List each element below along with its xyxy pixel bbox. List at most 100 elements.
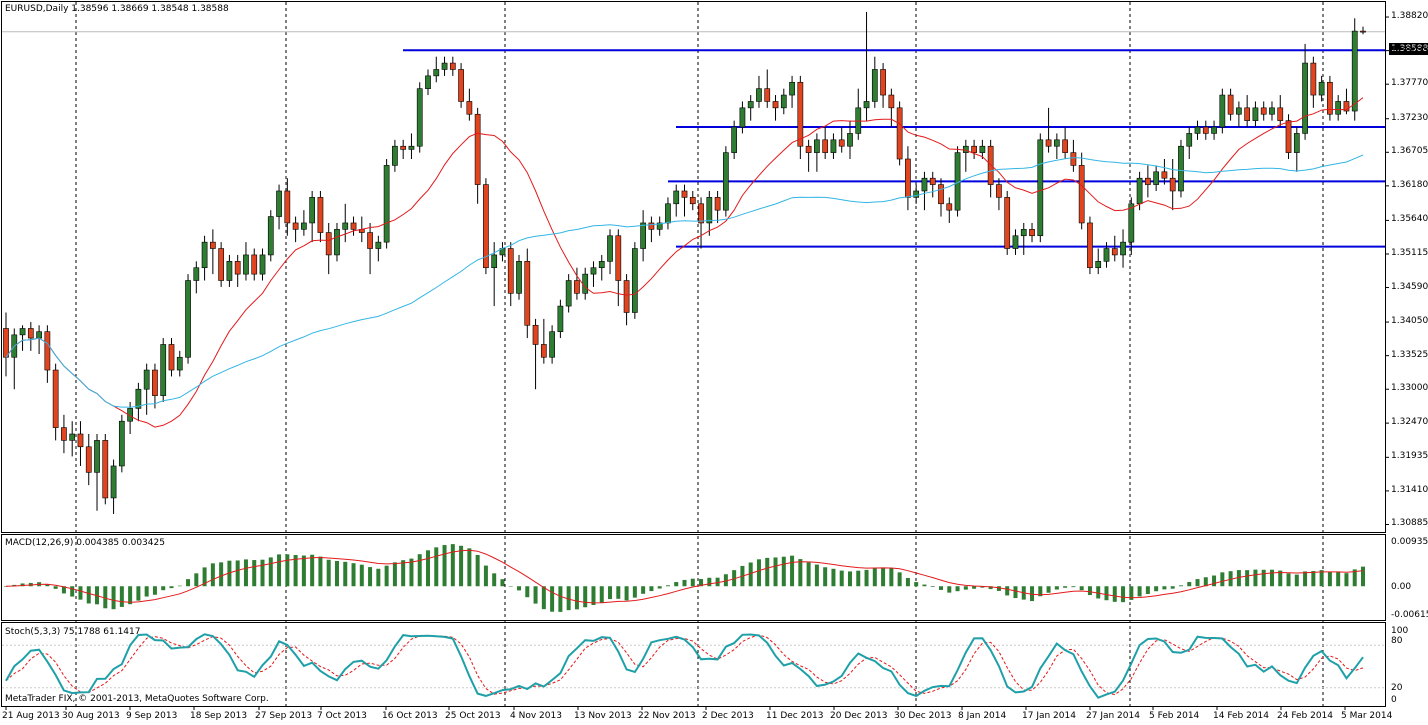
- macd-bar: [268, 557, 273, 587]
- macd-bar: [1245, 570, 1250, 587]
- candle-body: [1351, 30, 1358, 112]
- macd-bar: [541, 586, 546, 610]
- candle-body: [929, 177, 936, 185]
- macd-bar: [1261, 569, 1266, 587]
- macd-bar: [723, 574, 728, 587]
- macd-bar: [1129, 586, 1134, 600]
- candle-body: [615, 235, 622, 281]
- macd-bar: [425, 550, 430, 587]
- price-tick-label: 1.35115: [1391, 247, 1428, 258]
- stoch-main-line: [5, 633, 1364, 699]
- macd-bar: [616, 586, 621, 599]
- macd-bar: [1352, 569, 1357, 587]
- macd-bar: [128, 586, 133, 605]
- candle-body: [284, 190, 291, 224]
- candle-body: [780, 94, 787, 109]
- macd-bar: [1311, 571, 1316, 587]
- candle-body: [565, 280, 572, 307]
- candle-body: [392, 145, 398, 166]
- macd-bar: [492, 573, 497, 587]
- candle-body: [871, 69, 878, 102]
- macd-bar: [318, 556, 323, 587]
- macd-bar: [210, 563, 215, 587]
- macd-bar: [368, 567, 373, 587]
- price-tick-label: 1.35640: [1391, 214, 1428, 225]
- macd-bar: [814, 564, 819, 587]
- date-tick-label: 22 Nov 2013: [638, 711, 696, 721]
- macd-bar: [219, 562, 224, 587]
- macd-bar: [1294, 574, 1299, 587]
- macd-bar: [351, 563, 356, 587]
- candle-body: [1062, 139, 1068, 153]
- candle-body: [1161, 171, 1168, 179]
- macd-bar: [285, 554, 290, 587]
- stoch-header: Stoch(5,3,3) 75.1788 61.1417: [5, 627, 141, 637]
- candle-body: [689, 197, 696, 205]
- candle-body: [1020, 229, 1027, 237]
- price-tick-label: 1.34590: [1391, 281, 1428, 292]
- date-tick-label: 21 Aug 2013: [2, 711, 60, 721]
- macd-bar: [1038, 586, 1043, 597]
- macd-bar: [665, 585, 670, 587]
- candle-body: [234, 261, 241, 275]
- candle-body: [1103, 248, 1110, 262]
- macd-bar: [450, 544, 455, 587]
- macd-bar: [566, 586, 571, 611]
- candle-body: [888, 94, 895, 109]
- candle-body: [1053, 139, 1060, 147]
- candle-body: [77, 433, 84, 448]
- candle-body: [325, 232, 332, 256]
- candle-body: [1045, 139, 1052, 147]
- macd-bar: [922, 584, 927, 587]
- macd-bar: [243, 559, 248, 587]
- macd-bar: [657, 586, 662, 589]
- macd-bar: [715, 577, 720, 587]
- candle-body: [822, 139, 829, 153]
- macd-bar: [1220, 572, 1225, 587]
- macd-bar: [1286, 573, 1291, 587]
- macd-bar: [748, 562, 753, 587]
- candle-body: [416, 88, 423, 147]
- macd-bar: [1063, 586, 1068, 588]
- candle-body: [714, 197, 721, 211]
- date-tick-label: 25 Oct 2013: [445, 711, 501, 721]
- candle-body: [193, 267, 200, 281]
- candle-body: [507, 248, 514, 294]
- macd-bar: [434, 547, 439, 587]
- date-tick-label: 16 Oct 2013: [382, 711, 438, 721]
- candle-body: [152, 369, 158, 396]
- macd-bar: [86, 586, 91, 604]
- macd-bar: [1303, 571, 1308, 587]
- stoch-tick-label: 100: [1391, 626, 1409, 636]
- candle-body: [168, 344, 175, 371]
- candle-body: [1145, 177, 1151, 185]
- date-tick-label: 4 Nov 2013: [510, 711, 562, 721]
- candle-body: [61, 427, 67, 441]
- candle-body: [52, 369, 59, 428]
- candle-body: [607, 235, 613, 262]
- macd-bar: [905, 577, 910, 587]
- candle-body: [218, 248, 224, 281]
- stoch-tick-label: 20: [1391, 683, 1403, 693]
- candle-body: [946, 203, 953, 211]
- macd-bar: [682, 579, 687, 587]
- candle-body: [36, 331, 42, 339]
- macd-bar: [881, 567, 886, 587]
- candle-body: [441, 62, 448, 70]
- macd-bar: [632, 586, 637, 598]
- macd-bar: [1327, 571, 1332, 587]
- candle-body: [540, 344, 547, 358]
- macd-bar: [401, 560, 406, 587]
- candle-body: [656, 222, 663, 230]
- macd-panel-frame: [1, 534, 1386, 621]
- macd-bar: [624, 586, 629, 601]
- macd-bar: [1145, 586, 1150, 594]
- candle-body: [838, 139, 845, 147]
- macd-bar: [136, 586, 141, 601]
- candle-body: [118, 420, 125, 467]
- candle-body: [590, 267, 597, 275]
- macd-bar: [641, 586, 646, 594]
- macd-bar: [334, 560, 339, 587]
- candle-body: [474, 113, 481, 185]
- macd-bar: [169, 586, 174, 589]
